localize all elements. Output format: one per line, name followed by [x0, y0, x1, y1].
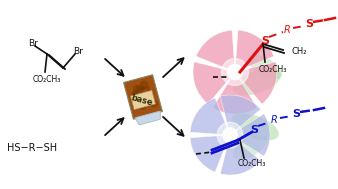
- Circle shape: [140, 86, 145, 91]
- Text: S: S: [305, 19, 313, 29]
- Text: S: S: [261, 36, 269, 46]
- Wedge shape: [196, 30, 235, 72]
- Circle shape: [137, 88, 144, 95]
- Circle shape: [150, 100, 158, 108]
- Text: base: base: [130, 93, 154, 107]
- Circle shape: [217, 122, 243, 148]
- Text: CO₂CH₃: CO₂CH₃: [259, 64, 287, 74]
- Wedge shape: [230, 114, 270, 156]
- Circle shape: [223, 128, 237, 142]
- Circle shape: [145, 86, 150, 91]
- Circle shape: [136, 85, 143, 91]
- Text: Br: Br: [28, 40, 38, 49]
- Wedge shape: [213, 72, 257, 114]
- Text: R: R: [271, 115, 277, 125]
- Wedge shape: [235, 62, 277, 104]
- Wedge shape: [220, 95, 261, 135]
- Wedge shape: [193, 62, 235, 104]
- Text: S: S: [292, 109, 300, 119]
- Wedge shape: [235, 30, 274, 72]
- Wedge shape: [190, 98, 230, 135]
- Ellipse shape: [231, 114, 279, 140]
- Text: CO₂CH₃: CO₂CH₃: [33, 75, 61, 84]
- Polygon shape: [130, 90, 155, 110]
- Polygon shape: [124, 75, 162, 119]
- Text: HS−R−SH: HS−R−SH: [7, 143, 57, 153]
- Circle shape: [139, 102, 147, 110]
- Circle shape: [141, 96, 146, 100]
- Circle shape: [141, 86, 145, 91]
- Circle shape: [132, 91, 138, 96]
- Text: S: S: [250, 125, 258, 135]
- Circle shape: [227, 64, 243, 80]
- Wedge shape: [190, 135, 230, 172]
- Circle shape: [141, 100, 146, 105]
- Circle shape: [132, 90, 139, 97]
- Circle shape: [222, 59, 248, 85]
- Circle shape: [133, 103, 140, 110]
- Ellipse shape: [233, 135, 267, 159]
- Text: Br: Br: [73, 47, 83, 57]
- Polygon shape: [135, 111, 160, 125]
- Text: CO₂CH₃: CO₂CH₃: [238, 160, 266, 169]
- Ellipse shape: [248, 55, 282, 79]
- Text: R: R: [284, 25, 290, 35]
- Text: CH₂: CH₂: [291, 46, 307, 56]
- Wedge shape: [220, 135, 261, 175]
- Circle shape: [133, 85, 140, 92]
- Circle shape: [140, 80, 148, 89]
- Ellipse shape: [233, 69, 281, 95]
